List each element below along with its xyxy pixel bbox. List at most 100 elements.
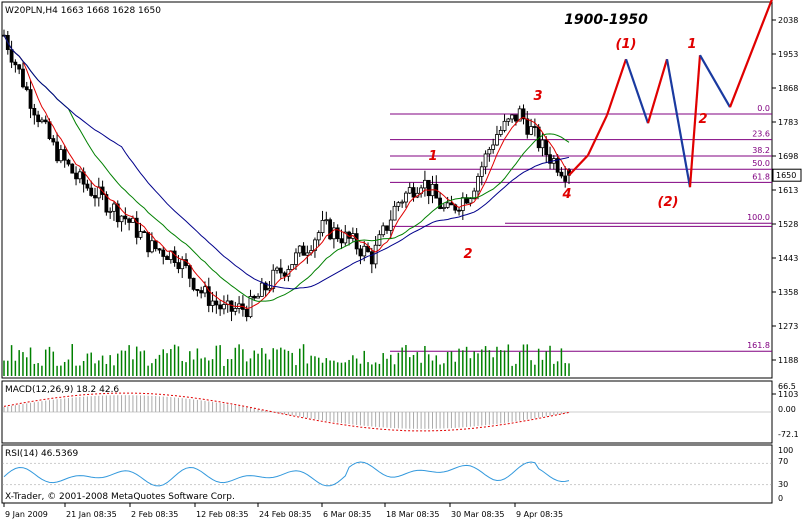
candle-body: [142, 231, 147, 233]
x-tick-label: 24 Feb 08:35: [259, 510, 311, 519]
candle-body: [548, 154, 552, 164]
candle-body: [426, 179, 431, 197]
projection-up-leg: [587, 114, 608, 156]
macd-y-label: 66.5: [778, 382, 796, 391]
candle-body: [392, 205, 397, 221]
candle-body: [244, 309, 249, 318]
candle-body: [385, 225, 389, 231]
candle-body: [278, 267, 283, 274]
y-tick-label: 1103: [778, 390, 798, 399]
projection-down-leg: [699, 54, 731, 108]
projection-up-leg: [605, 58, 628, 116]
candle-body: [362, 245, 367, 257]
candle-body: [498, 129, 503, 135]
wave-label: 2: [698, 112, 707, 127]
wave-label: (2): [658, 195, 679, 210]
rsi-y-label: 70: [778, 457, 788, 466]
current-price-label: 1650: [776, 171, 796, 180]
wave-label: 3: [533, 89, 542, 104]
candle-body: [62, 149, 67, 161]
candle-body: [297, 245, 302, 254]
candle-body: [358, 248, 363, 257]
candle-body: [218, 304, 223, 310]
candle-body: [438, 197, 442, 209]
candle-body: [259, 282, 264, 297]
candle-body: [502, 120, 507, 131]
candle-body: [172, 250, 177, 263]
candle-body: [180, 259, 185, 270]
x-tick-label: 2 Feb 08:35: [131, 510, 178, 519]
candle-body: [506, 118, 511, 122]
candle-body: [77, 171, 82, 180]
candle-body: [369, 251, 374, 265]
candle-body: [134, 217, 139, 238]
candle-body: [267, 287, 272, 291]
wave-label: 4: [561, 187, 571, 202]
candle-body: [381, 225, 386, 236]
candle-body: [112, 203, 116, 212]
candle-body: [460, 197, 465, 211]
candle-body: [263, 282, 268, 291]
candle-body: [195, 288, 200, 291]
candle-body: [36, 114, 41, 123]
rsi-title: RSI(14) 46.5369: [5, 449, 78, 459]
projection-up-leg: [728, 0, 773, 108]
candle-body: [294, 252, 298, 265]
candle-body: [483, 153, 488, 168]
fib-level-label: 100.0: [747, 213, 770, 222]
candle-body: [514, 114, 518, 122]
candle-body: [396, 202, 401, 207]
candle-body: [66, 159, 71, 165]
candle-body: [441, 206, 446, 209]
candle-body: [540, 139, 545, 149]
candle-body: [40, 119, 44, 123]
candle-body: [17, 64, 22, 70]
y-tick-label: 1188: [778, 356, 798, 365]
projection-down-leg: [624, 58, 650, 124]
y-tick-label: 1528: [778, 220, 798, 229]
ma-fast-line: [3, 35, 570, 310]
y-tick-label: 1358: [778, 288, 798, 297]
candle-body: [449, 202, 454, 206]
candle-body: [400, 201, 405, 204]
y-tick-label: 1868: [778, 84, 798, 93]
candle-body: [252, 295, 257, 299]
candle-body: [529, 126, 533, 135]
fib-level-label: 61.8: [752, 172, 770, 181]
wave-label: 1: [428, 149, 437, 164]
candle-body: [123, 215, 128, 220]
x-tick-label: 12 Feb 08:35: [196, 510, 248, 519]
candle-body: [457, 209, 461, 212]
rsi-y-label: 0: [778, 494, 783, 503]
x-tick-label: 6 Mar 08:35: [323, 510, 371, 519]
candle-body: [320, 220, 325, 234]
y-tick-label: 1613: [778, 186, 798, 195]
projection-up-leg: [688, 55, 702, 188]
candle-body: [85, 183, 90, 189]
fib-level-label: 50.0: [752, 159, 770, 168]
candle-body: [161, 249, 166, 257]
candle-body: [407, 187, 412, 194]
candle-body: [388, 219, 393, 231]
candle-body: [476, 176, 480, 192]
macd-signal-line: [3, 392, 570, 432]
candle-body: [510, 114, 515, 120]
candle-body: [544, 139, 549, 156]
candle-body: [328, 219, 333, 240]
candle-body: [24, 86, 29, 90]
candle-body: [119, 215, 124, 223]
rsi-panel: [1, 444, 773, 504]
candle-body: [559, 171, 564, 177]
projection-down-leg: [665, 59, 692, 188]
candle-body: [74, 172, 78, 180]
candle-body: [555, 158, 560, 173]
candle-body: [563, 175, 568, 182]
rsi-y-label: 100: [778, 446, 793, 455]
y-tick-label: 1953: [778, 50, 798, 59]
candle-body: [305, 252, 310, 256]
candle-body: [199, 290, 204, 294]
wave-label: 1: [687, 37, 696, 52]
candle-body: [104, 194, 109, 213]
